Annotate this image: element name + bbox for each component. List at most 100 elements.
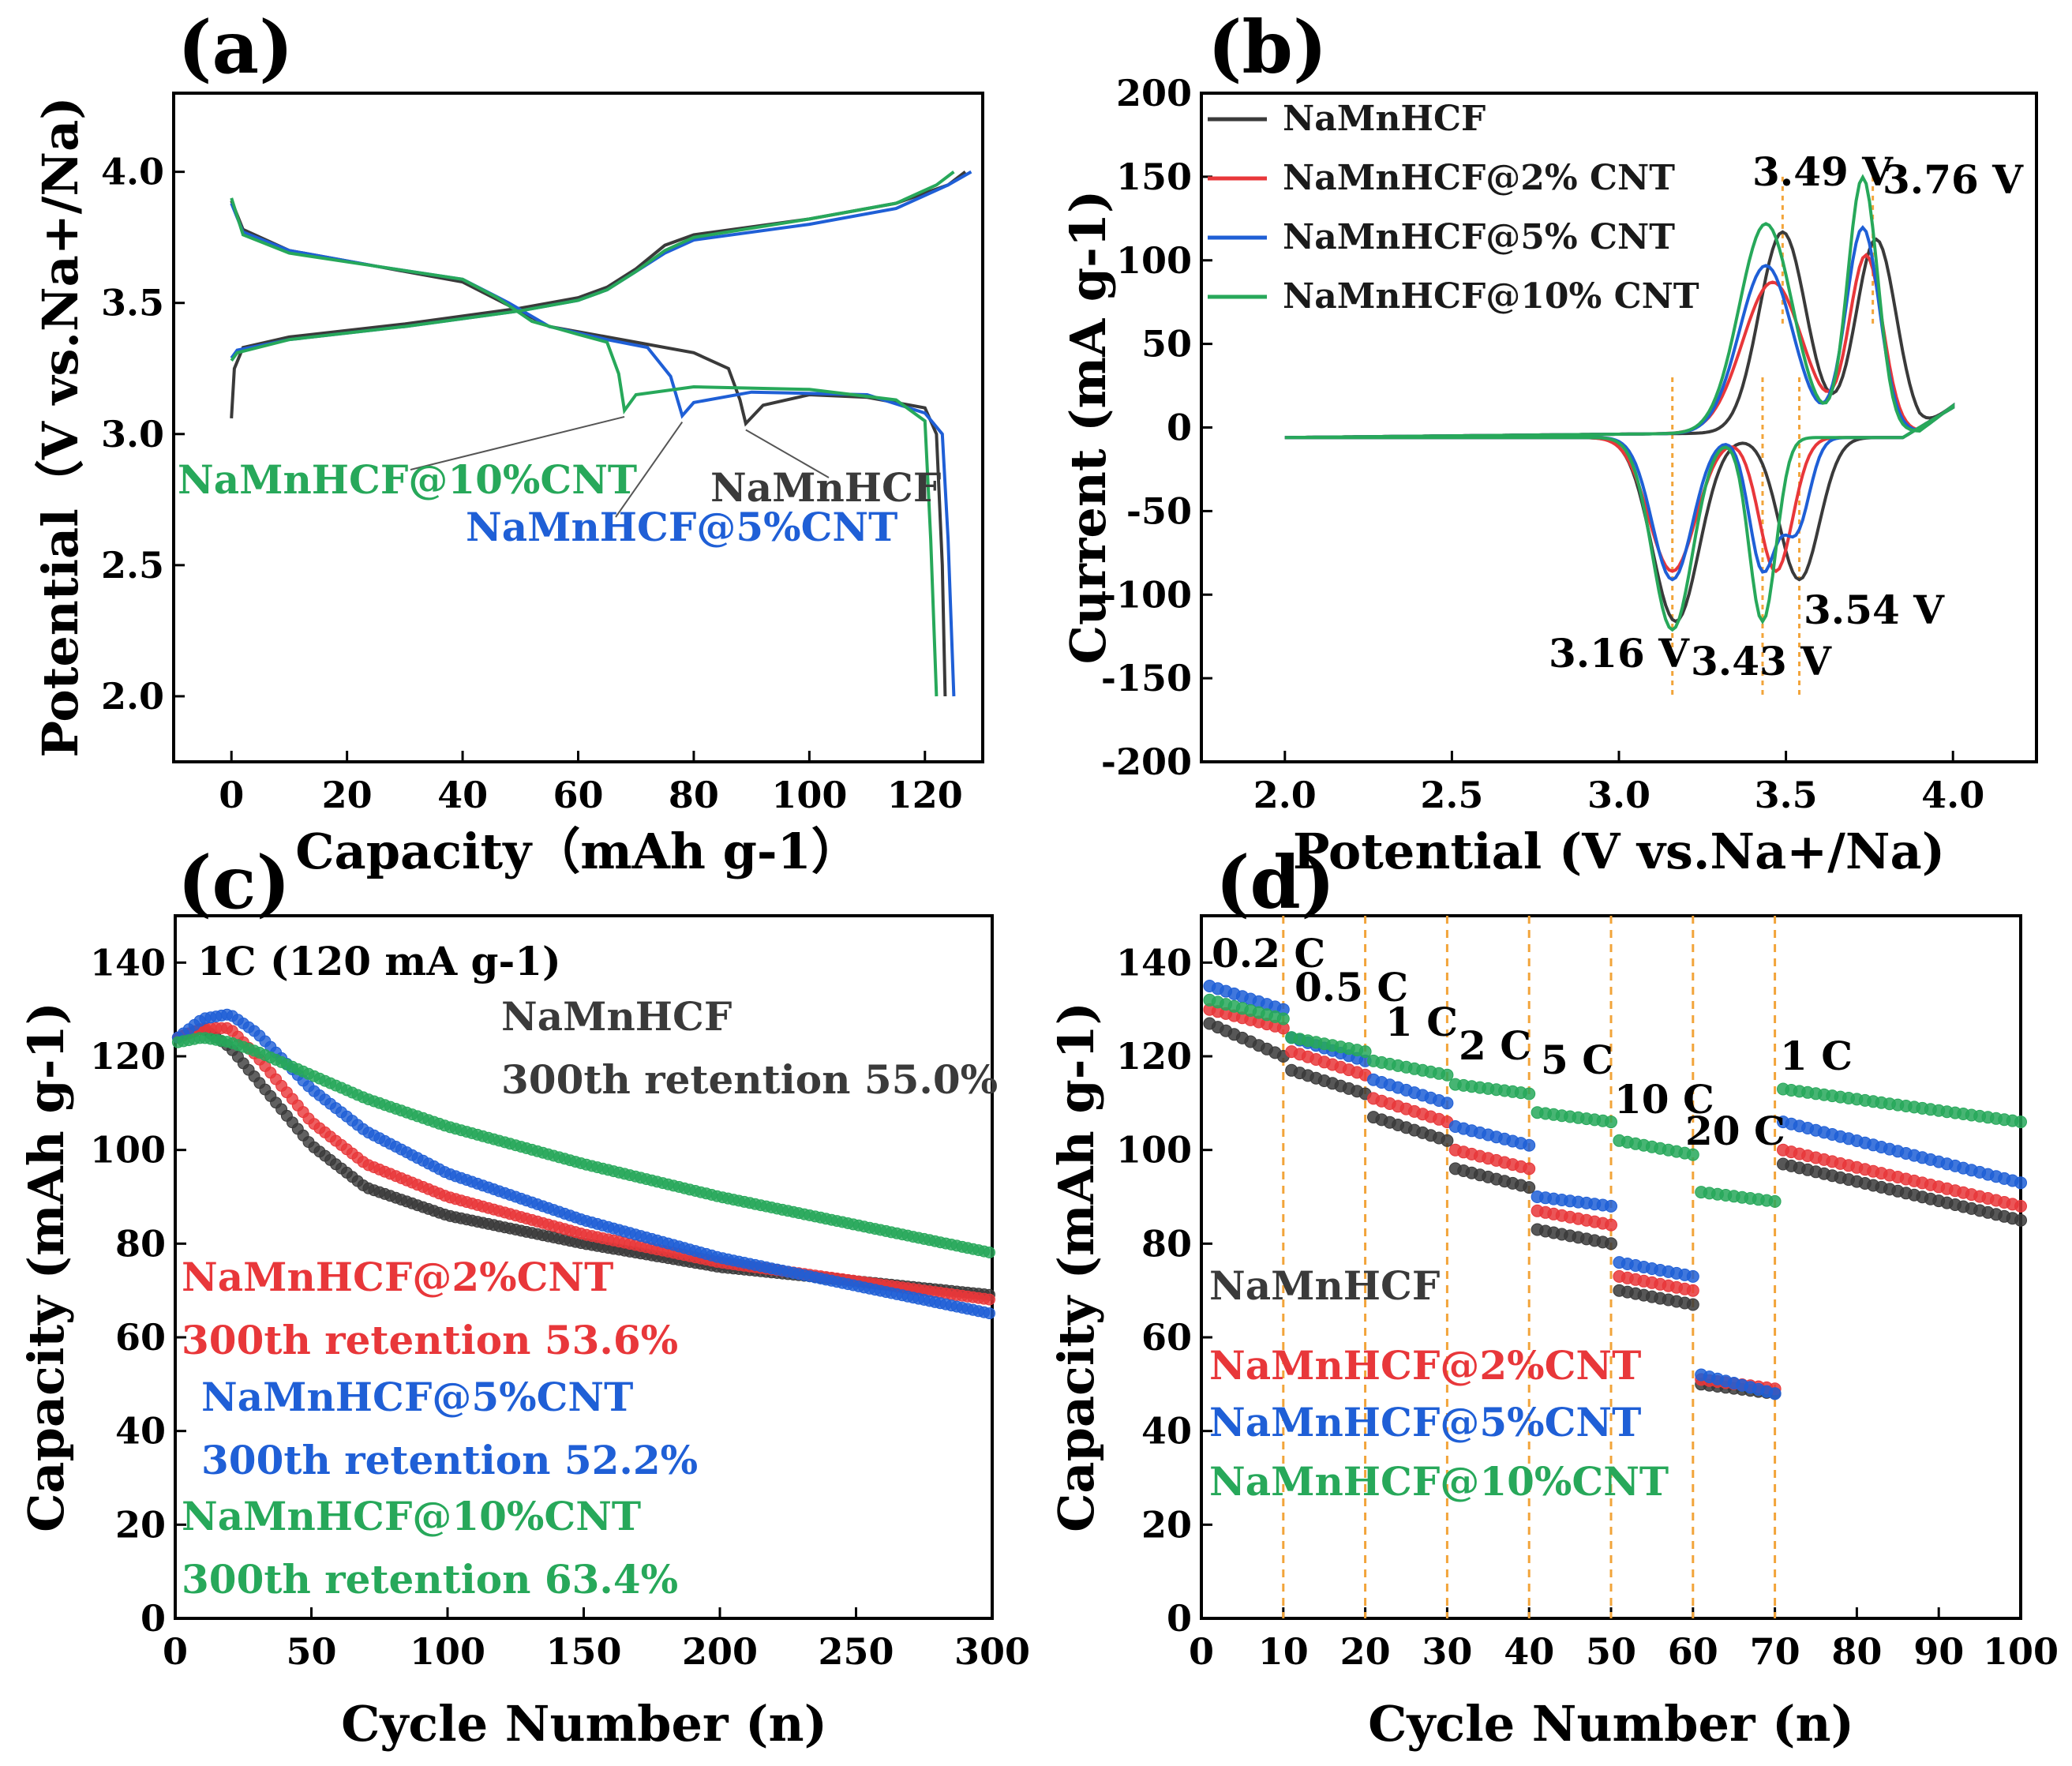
panel-d-xtick-label-3: 30 <box>1422 1630 1472 1673</box>
panel-a-annotation-pointer-1 <box>615 421 684 518</box>
panel-d-point-3-20 <box>1358 1045 1372 1059</box>
panel-d-rate-label-4: 5 C <box>1541 1037 1613 1083</box>
panel-a-annotation-2: NaMnHCF <box>710 464 941 511</box>
panel-b-peak-label-4: 3.54 V <box>1804 587 1945 633</box>
panel-d-ytick-label-0: 0 <box>1167 1597 1192 1640</box>
panel-d-ytick-label-2: 40 <box>1141 1410 1192 1453</box>
panel-d-rate-label-1: 0.5 C <box>1295 964 1408 1010</box>
panel-d-legend-3: NaMnHCF@10%CNT <box>1209 1458 1669 1505</box>
panel-d-ytick-label-6: 120 <box>1116 1035 1192 1078</box>
panel-a-ylabel: Potential（V vs.Na+/Na) <box>32 96 89 757</box>
panel-c-xtick-label-2: 100 <box>410 1630 485 1673</box>
panel-d-point-3-50 <box>1605 1115 1617 1129</box>
panel-c-xtick-label-3: 150 <box>545 1630 621 1673</box>
panel-b-xtick-label-2: 3.0 <box>1587 774 1650 816</box>
panel-d-rate-label-0: 0.2 C <box>1212 930 1325 977</box>
panel-d-rate-label-5: 10 C <box>1614 1076 1714 1123</box>
panel-b-legend: NaMnHCF NaMnHCF@2% CNT NaMnHCF@5% CNT NaMnH… <box>1208 99 1699 317</box>
panel-c: (c) 0 50 100 150 200 250 300 0 20 40 60 80 100 120 140… <box>17 840 1030 1753</box>
panel-c-series-name-0: NaMnHCF <box>501 993 732 1040</box>
panel-b-xlabel: Potential (V vs.Na+/Na) <box>1293 823 1945 880</box>
panel-d-ticks: 0 10 20 30 40 50 60 70 80 90 100 0 20 40 60 80 100 120 140 <box>1116 941 2059 1673</box>
panel-b-legend-label-3: NaMnHCF@10% CNT <box>1283 276 1699 317</box>
panel-d-ytick-label-7: 140 <box>1116 941 1192 984</box>
panel-d-xtick-label-0: 0 <box>1189 1630 1214 1673</box>
panel-c-point-3-299 <box>984 1247 995 1258</box>
panel-c-ytick-label-0: 0 <box>141 1597 166 1640</box>
panel-d-xtick-label-9: 90 <box>1913 1630 1964 1673</box>
panel-b-peak-labels: 3.49 V3.76 V 3.16 V 3.43 V 3.54 V <box>1549 148 2024 684</box>
panel-d-xtick-label-6: 60 <box>1668 1630 1718 1673</box>
panel-c-ytick-label-3: 60 <box>115 1316 166 1359</box>
panel-d-point-3-30 <box>1441 1068 1454 1082</box>
panel-d-xlabel: Cycle Number (n) <box>1368 1695 1854 1753</box>
panel-b-legend-label-1: NaMnHCF@2% CNT <box>1283 158 1675 198</box>
panel-d-xtick-label-4: 40 <box>1504 1630 1554 1673</box>
panel-d-xtick-label-2: 20 <box>1340 1630 1391 1673</box>
panel-c-xtick-label-6: 300 <box>954 1630 1030 1673</box>
panel-d-rate-label-2: 1 C <box>1385 999 1458 1045</box>
panel-c-ytick-label-1: 20 <box>115 1503 166 1546</box>
panel-a-xtick-label-4: 80 <box>669 774 719 816</box>
panel-c-xtick-label-1: 50 <box>286 1630 336 1673</box>
panel-a-annotation-pointer-0 <box>410 415 625 471</box>
panel-b-peak-label-0: 3.49 V <box>1752 148 1894 195</box>
panel-d-points <box>1203 980 2027 1400</box>
panel-c-xtick-label-5: 250 <box>818 1630 894 1673</box>
panel-b-ylabel: Current (mA g-1) <box>1059 190 1117 665</box>
panel-b-ytick-label-2: -100 <box>1101 573 1192 616</box>
panel-d-point-3-60 <box>1686 1148 1699 1161</box>
panel-d-legend-1: NaMnHCF@2%CNT <box>1209 1342 1641 1389</box>
panel-d-point-2-70 <box>1768 1387 1782 1400</box>
panel-d-ytick-label-1: 20 <box>1141 1503 1192 1546</box>
panel-b-ytick-label-1: -150 <box>1101 657 1192 699</box>
panel-c-retention-2: 300th retention 52.2% <box>201 1437 698 1483</box>
panel-d-ytick-label-4: 80 <box>1141 1222 1192 1265</box>
panel-d-xtick-label-7: 70 <box>1750 1630 1800 1673</box>
panel-b-xtick-label-0: 2.0 <box>1253 774 1317 816</box>
panel-b-peak-label-2: 3.16 V <box>1549 630 1690 677</box>
panel-b-xtick-label-3: 3.5 <box>1755 774 1818 816</box>
panel-d-point-1-50 <box>1605 1218 1617 1232</box>
panel-b-ytick-label-8: 200 <box>1116 72 1192 114</box>
panel-c-ytick-label-5: 100 <box>90 1129 166 1172</box>
panel-a-xlabel: Capacity（mAh g-1） <box>295 823 860 880</box>
panel-d-xtick-label-1: 10 <box>1258 1630 1309 1673</box>
panel-d-point-1-40 <box>1523 1162 1536 1175</box>
panel-a-charge-curve-0 <box>230 171 967 419</box>
panel-d-point-3-40 <box>1523 1087 1536 1100</box>
panel-d-xtick-label-10: 100 <box>1983 1630 2059 1673</box>
panel-a-xtick-label-5: 100 <box>771 774 847 816</box>
panel-b-xtick-label-1: 2.5 <box>1420 774 1483 816</box>
panel-c-xtick-label-4: 200 <box>682 1630 758 1673</box>
panel-b-ytick-label-5: 50 <box>1141 323 1192 366</box>
panel-a-xtick-label-1: 20 <box>322 774 373 816</box>
panel-a-letter: (a) <box>178 5 294 90</box>
panel-b-curves <box>1284 174 1955 632</box>
panel-d-point-0-60 <box>1686 1298 1699 1311</box>
panel-d-xtick-label-8: 80 <box>1831 1630 1882 1673</box>
panel-d-point-3-100 <box>2014 1115 2027 1129</box>
panel-c-ytick-label-7: 140 <box>90 941 166 984</box>
panel-a: (a) 0 20 40 60 80 100 120 2.0 2.5 3.0 3.5 4.0 NaMnH… <box>32 5 984 880</box>
panel-d-point-2-60 <box>1686 1269 1699 1283</box>
panel-c-series-name-2: NaMnHCF@5%CNT <box>201 1374 633 1420</box>
panel-a-xtick-label-0: 0 <box>219 774 244 816</box>
panel-d-point-2-30 <box>1441 1097 1454 1110</box>
panel-a-curves <box>230 170 972 697</box>
panel-c-ytick-label-2: 40 <box>115 1410 166 1453</box>
panel-a-ytick-label-1: 2.5 <box>101 544 164 587</box>
panel-b-ytick-label-0: -200 <box>1101 741 1192 783</box>
panel-d-point-1-60 <box>1686 1284 1699 1297</box>
panel-a-xtick-label-3: 60 <box>553 774 603 816</box>
panel-a-xtick-label-2: 40 <box>437 774 488 816</box>
panel-d-rate-label-3: 2 C <box>1459 1022 1531 1069</box>
panel-c-letter: (c) <box>178 840 290 925</box>
panel-d-point-1-100 <box>2014 1199 2027 1213</box>
panel-b-legend-label-0: NaMnHCF <box>1283 99 1486 139</box>
panel-c-ytick-label-6: 120 <box>90 1035 166 1078</box>
panel-c-labels: 1C (120 mA g-1) NaMnHCF 300th retention 55… <box>182 938 998 1603</box>
panel-b-ytick-label-7: 150 <box>1116 156 1192 198</box>
panel-d-point-0-40 <box>1523 1181 1536 1194</box>
